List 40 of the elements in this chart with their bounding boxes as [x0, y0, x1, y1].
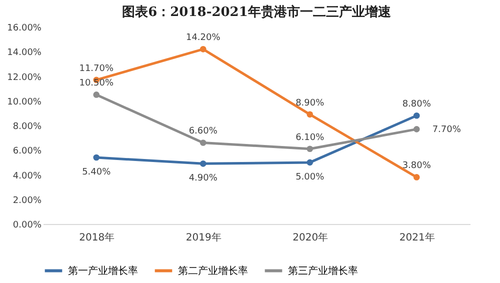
data-label: 3.80%: [402, 161, 432, 172]
y-tick-label: 8.00%: [12, 122, 42, 132]
data-label: 5.00%: [296, 172, 325, 182]
x-tick-label: 2018年: [79, 232, 115, 244]
x-tick-label: 2021年: [399, 232, 435, 244]
point: [93, 154, 100, 161]
data-label: 11.70%: [79, 64, 114, 74]
data-label: 7.70%: [432, 125, 462, 136]
point: [306, 111, 314, 118]
point: [200, 140, 206, 146]
data-label: 14.20%: [186, 33, 221, 44]
y-tick-label: 16.00%: [7, 24, 42, 34]
point: [200, 46, 206, 52]
data-label: 4.90%: [188, 174, 218, 184]
point: [413, 174, 420, 180]
y-tick-label: 14.00%: [7, 48, 42, 58]
chart-title: 图表6：2018-2021年贵港市一二三产业增速: [122, 4, 392, 20]
y-tick-label: 0.00%: [12, 220, 42, 230]
data-label: 6.60%: [188, 126, 218, 137]
y-tick-label: 6.00%: [12, 146, 42, 157]
point: [413, 112, 420, 119]
point: [306, 159, 314, 166]
data-label: 6.10%: [296, 132, 325, 143]
y-tick-label: 4.00%: [12, 171, 42, 182]
y-tick-label: 10.00%: [7, 97, 42, 108]
x-tick-label: 2020年: [292, 232, 328, 244]
point: [306, 146, 314, 152]
data-label: 5.40%: [82, 168, 112, 178]
y-tick-label: 2.00%: [12, 196, 42, 206]
legend-label: 第一产业增长率: [68, 264, 138, 277]
data-label: 10.50%: [79, 78, 114, 89]
legend-label: 第二产业增长率: [178, 264, 248, 277]
legend-label: 第三产业增长率: [288, 264, 358, 277]
point: [93, 92, 100, 98]
point: [413, 126, 420, 132]
point: [200, 160, 206, 167]
y-tick-label: 12.00%: [7, 72, 42, 83]
data-label: 8.90%: [296, 98, 325, 108]
x-tick-label: 2019年: [186, 232, 222, 244]
data-label: 8.80%: [402, 100, 432, 110]
